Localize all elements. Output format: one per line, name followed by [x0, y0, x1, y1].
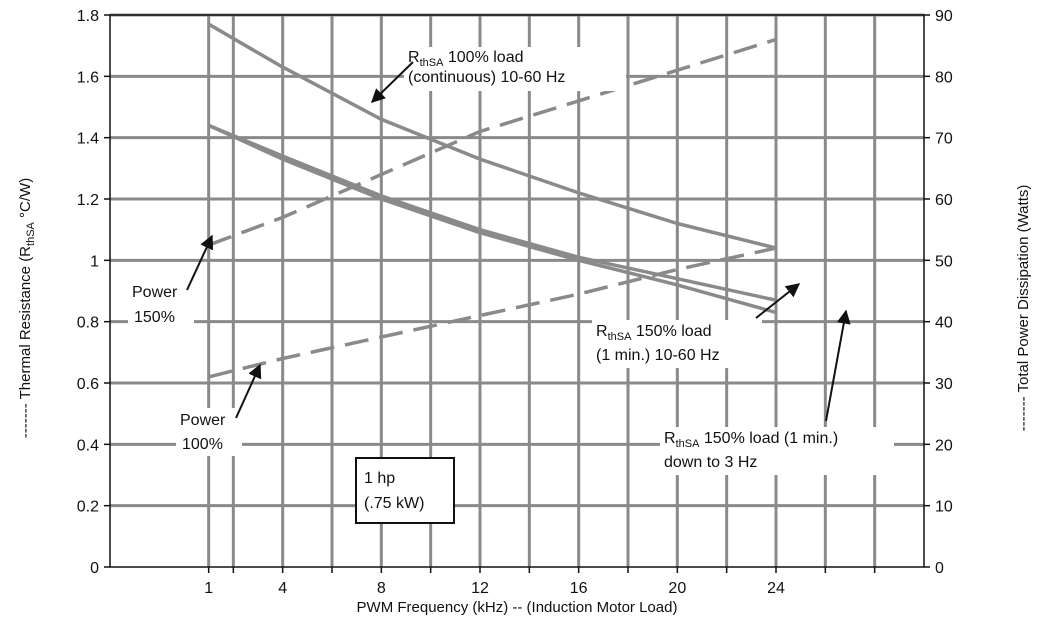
- annotation-text-main: R: [408, 49, 420, 66]
- y-left-tick-label: 1.8: [77, 8, 99, 25]
- x-tick-label: 8: [377, 580, 386, 597]
- y-left-tick-label: 1.2: [77, 192, 99, 209]
- annotation-text-main: R: [664, 430, 676, 447]
- y-axis-right-title: ------- Total Power Dissipation (Watts): [1015, 185, 1032, 432]
- y-right-tick-label: 80: [935, 69, 953, 86]
- y-left-tick-label: 0.2: [77, 499, 99, 516]
- y-left-tick-label: 0: [90, 560, 99, 577]
- power-series-line-5: [208, 246, 777, 379]
- y-right-tick-label: 90: [935, 8, 953, 25]
- annotation-text-sub: thSA: [608, 331, 633, 343]
- annotation-text-sub: thSA: [420, 57, 445, 69]
- y-axis-left-title: ------- Thermal Resistance (RthSA °C/W): [17, 178, 37, 438]
- series-layer: [207, 22, 777, 379]
- x-tick-label: 20: [668, 580, 686, 597]
- y-left-tick-label: 1.4: [77, 131, 99, 148]
- y-left-tick-label: 1.6: [77, 69, 99, 86]
- annotation-text-main: Power: [132, 284, 178, 301]
- y-right-tick-label: 50: [935, 253, 953, 270]
- annotation-text: Power: [180, 412, 226, 429]
- y-right-tick-label: 30: [935, 376, 953, 393]
- annotation-5: RthSA 150% load (1 min.) down to 3 Hz: [660, 309, 894, 475]
- y-right-tick-label: 0: [935, 560, 944, 577]
- annotation-text-tail: 150% load: [631, 323, 711, 340]
- y-axis-left-title-main: ------- Thermal Resistance (R: [17, 246, 34, 438]
- annotation-bg: [176, 408, 242, 456]
- power-series-line-4: [208, 37, 777, 247]
- y-left-tick-label: 1: [90, 253, 99, 270]
- annotation-arrow: [186, 234, 214, 291]
- annotation-text: 150%: [134, 309, 175, 326]
- x-tick-label: 12: [471, 580, 489, 597]
- annotation-bg: [404, 47, 626, 91]
- x-tick-label: 16: [570, 580, 588, 597]
- y-right-tick-label: 40: [935, 315, 953, 332]
- x-tick-label: 4: [278, 580, 287, 597]
- annotation-text: RthSA 100% load: [408, 49, 523, 69]
- annotation-text-main: (1 min.) 10-60 Hz: [596, 347, 720, 364]
- annotation-bg: [128, 281, 194, 328]
- annotation-text-main: (continuous) 10-60 Hz: [408, 69, 565, 86]
- annotation-1: RthSA 100% load(continuous) 10-60 Hz: [370, 47, 626, 103]
- annotation-text: 100%: [182, 436, 223, 453]
- annotation-text: RthSA 150% load (1 min.): [664, 430, 838, 450]
- annotation-4: RthSA 150% load (1 min.) 10-60 Hz: [592, 283, 801, 368]
- y-axis-left-title-sub: thSA: [25, 221, 37, 246]
- note-box-frame: [355, 457, 455, 524]
- annotation-arrow: [755, 283, 801, 319]
- annotation-text-main: down to 3 Hz: [664, 454, 757, 471]
- annotation-text: Power: [132, 284, 178, 301]
- annotation-bg: [592, 320, 762, 368]
- annotation-arrow: [370, 61, 414, 103]
- x-axis-title: PWM Frequency (kHz) -- (Induction Motor …: [357, 599, 678, 616]
- annotation-text-tail: 150% load (1 min.): [699, 430, 838, 447]
- y-left-tick-label: 0.8: [77, 315, 99, 332]
- grid-lines: [110, 13, 924, 567]
- annotation-text-sub: thSA: [676, 438, 701, 450]
- y-left-tick-label: 0.6: [77, 376, 99, 393]
- x-tick-label: 1: [204, 580, 213, 597]
- annotation-text-main: 150%: [134, 309, 175, 326]
- annotation-arrow: [825, 309, 851, 422]
- y-right-tick-label: 70: [935, 131, 953, 148]
- annotation-text-main: Power: [180, 412, 226, 429]
- note-box: 1 hp (.75 kW): [355, 457, 455, 524]
- annotation-text-main: R: [596, 323, 608, 340]
- y-left-tick-label: 0.4: [77, 437, 99, 454]
- note-box-text: (.75 kW): [364, 495, 424, 512]
- y-right-tick-label: 10: [935, 499, 953, 516]
- thermal-series-line-1: [207, 22, 777, 250]
- annotation-3: Power 100%: [176, 363, 262, 456]
- annotation-text-tail: 100% load: [443, 49, 523, 66]
- annotation-arrow: [235, 363, 262, 419]
- y-right-tick-label: 60: [935, 192, 953, 209]
- axes: 0 0.2 0.4 0.6 0.8 1 1.2 1.4 1.6 1.8 0 10 20 30 40 50 60 7…: [77, 8, 953, 597]
- annotation-text-main: 100%: [182, 436, 223, 453]
- y-right-tick-label: 20: [935, 437, 953, 454]
- annotations: RthSA 100% load(continuous) 10-60 HzPowe…: [128, 47, 894, 524]
- annotation-text: down to 3 Hz: [664, 454, 757, 471]
- annotation-bg: [660, 427, 894, 475]
- annotation-text: (1 min.) 10-60 Hz: [596, 347, 720, 364]
- plot-frame: [109, 14, 925, 568]
- note-box-text: 1 hp: [364, 470, 395, 487]
- y-axis-left-title-tail: °C/W): [17, 178, 34, 222]
- annotation-2: Power 150%: [128, 234, 214, 328]
- annotation-text: (continuous) 10-60 Hz: [408, 69, 565, 86]
- thermal-series-line-2: [208, 123, 777, 302]
- thermal-series-line-3: [207, 123, 777, 315]
- x-tick-label: 24: [767, 580, 785, 597]
- annotation-text: RthSA 150% load: [596, 323, 711, 343]
